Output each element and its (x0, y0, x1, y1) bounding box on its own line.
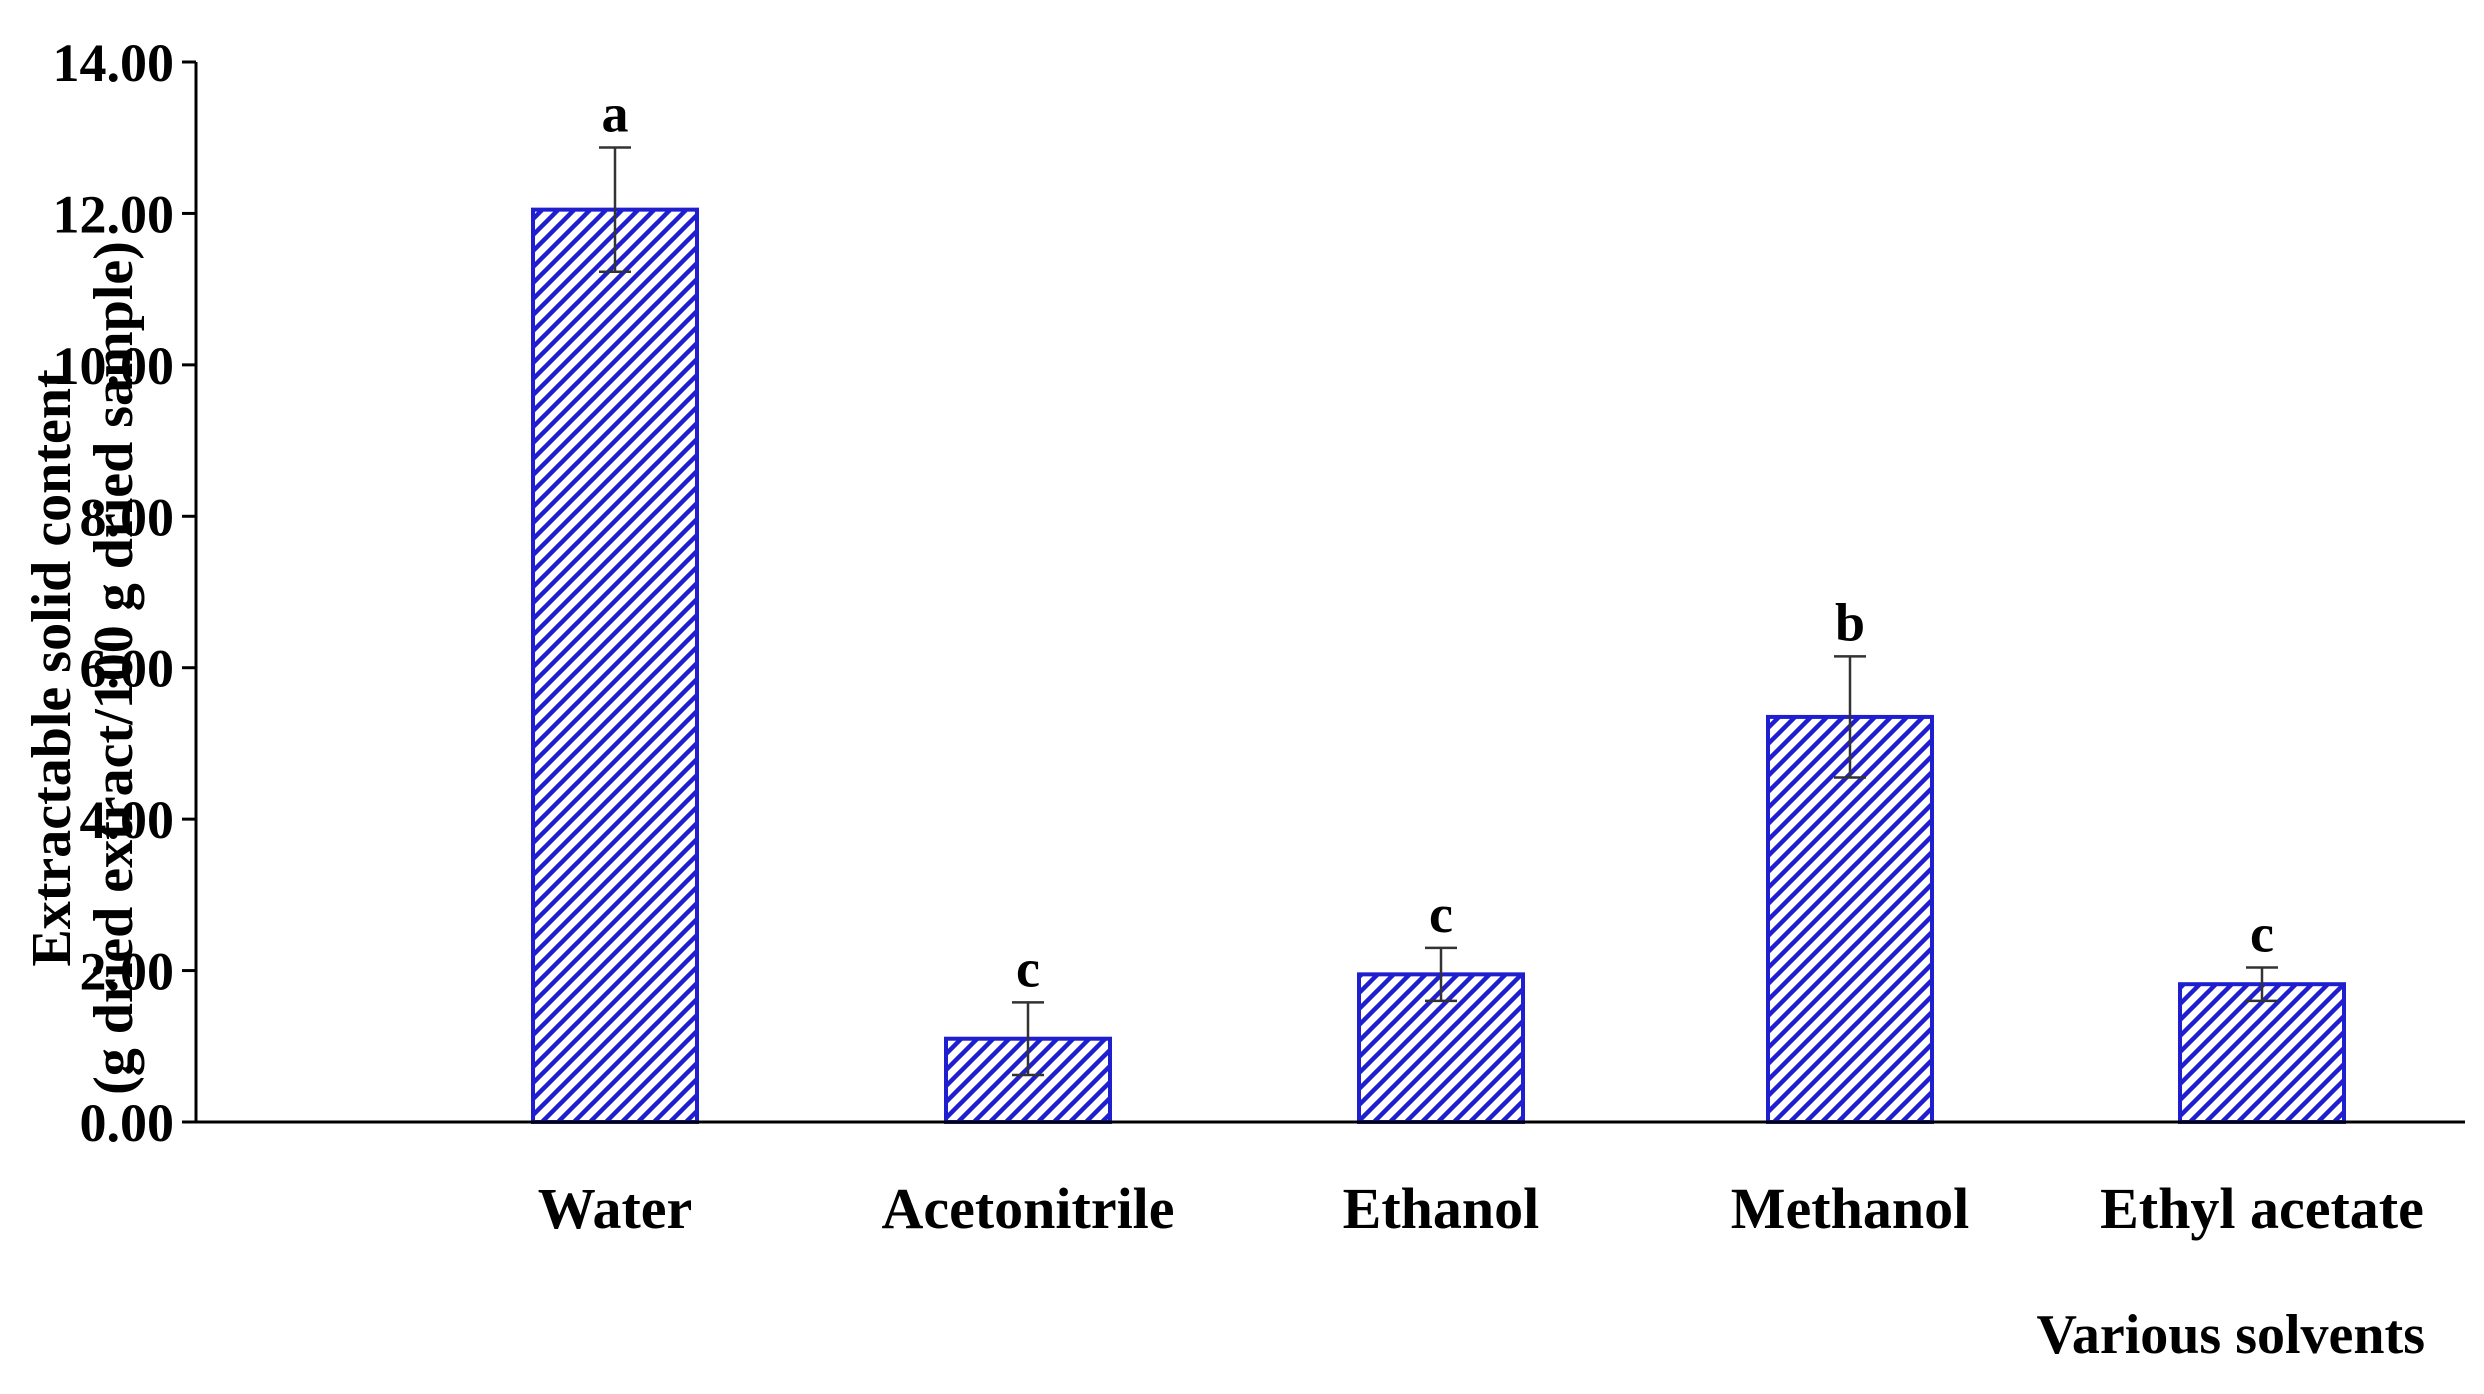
category-label: Ethyl acetate (2100, 1176, 2424, 1241)
y-tick-label: 0.00 (80, 1093, 175, 1153)
significance-letter: a (602, 84, 629, 144)
bar-water (531, 207, 699, 1124)
y-tick-label: 6.00 (80, 639, 175, 699)
error-bars (599, 146, 2278, 1077)
bar-ethyl-acetate (2178, 982, 2346, 1125)
bars (531, 207, 2346, 1125)
y-tick-label: 12.00 (53, 184, 175, 244)
significance-letters: a c c b c (602, 84, 2274, 999)
y-tick-label: 8.00 (80, 487, 175, 547)
category-label: Ethanol (1343, 1176, 1540, 1241)
significance-letter: c (1429, 884, 1453, 944)
significance-letter: c (1016, 938, 1040, 998)
significance-letter: c (2250, 904, 2274, 964)
y-axis-ticks: 0.00 2.00 4.00 6.00 8.00 10.00 12.00 14.00 (53, 33, 196, 1153)
y-tick-label: 14.00 (53, 33, 175, 93)
y-tick-label: 2.00 (80, 942, 175, 1002)
y-axis-title-line2: (g dried extract/100 g dried sample) (83, 241, 145, 1095)
y-tick-label: 4.00 (80, 790, 175, 850)
category-labels: Water Acetonitrile Ethanol Methanol Ethyl ac… (538, 1176, 2424, 1241)
category-label: Methanol (1731, 1176, 1969, 1241)
category-label: Water (538, 1176, 693, 1241)
y-tick-label: 10.00 (53, 336, 175, 396)
significance-letter: b (1835, 592, 1865, 652)
category-label: Acetonitrile (881, 1176, 1174, 1241)
x-axis-title: Various solvents (2037, 1304, 2425, 1366)
y-axis-title: Extractable solid content (g dried extra… (21, 241, 145, 1095)
y-axis-title-line1: Extractable solid content (21, 369, 83, 967)
